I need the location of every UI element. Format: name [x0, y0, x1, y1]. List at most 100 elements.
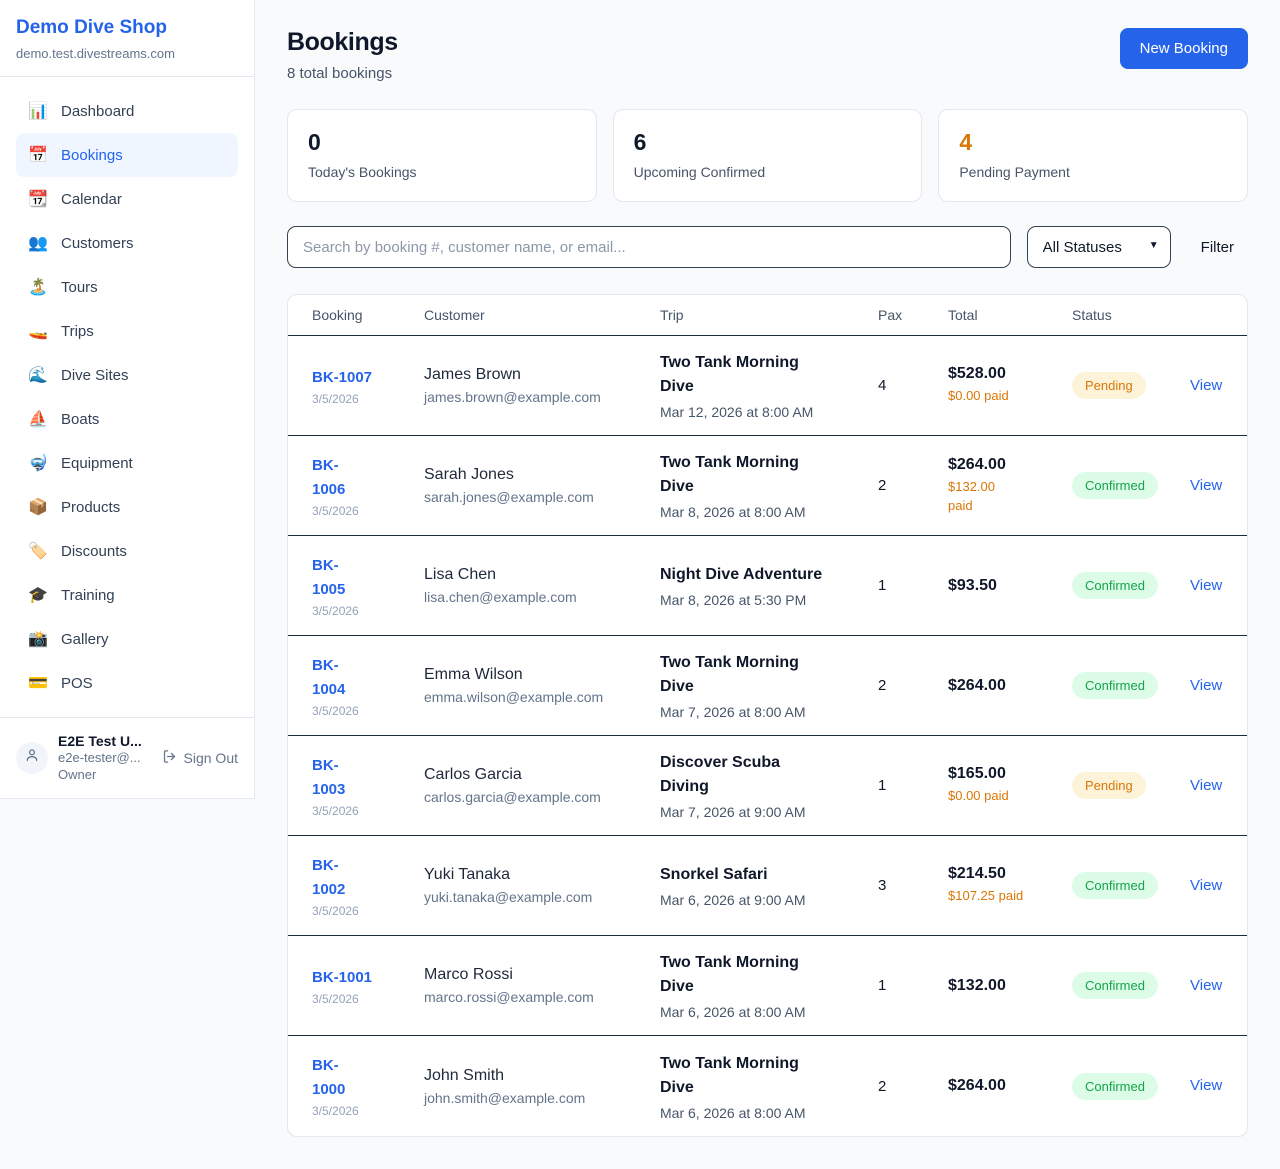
- customer-name: Yuki Tanaka: [424, 866, 510, 883]
- sidebar-item-label: Discounts: [61, 542, 127, 560]
- sidebar-item-products[interactable]: 📦 Products: [16, 485, 238, 529]
- user-email: e2e-tester@...: [58, 750, 141, 766]
- training-icon: 🎓: [28, 587, 48, 604]
- trip-cell: Night Dive Adventure Mar 8, 2026 at 5:30…: [660, 563, 878, 608]
- table-row: BK- 1006 3/5/2026 Sarah Jones sarah.jone…: [288, 436, 1247, 536]
- booking-id-link[interactable]: BK- 1002: [312, 856, 346, 898]
- trip-date: Mar 7, 2026 at 8:00 AM: [660, 704, 806, 720]
- page-header: Bookings 8 total bookings New Booking: [287, 28, 1248, 82]
- sidebar-item-label: Customers: [61, 234, 134, 252]
- status-filter-select[interactable]: All Statuses: [1026, 226, 1171, 268]
- status-badge: Confirmed: [1072, 672, 1158, 699]
- stat-card: 6 Upcoming Confirmed: [612, 109, 923, 202]
- sidebar-item-gallery[interactable]: 📸 Gallery: [16, 617, 238, 661]
- booking-id-link[interactable]: BK- 1003: [312, 756, 346, 798]
- trip-name: Two Tank Morning Dive: [660, 954, 799, 995]
- customer-name: Carlos Garcia: [424, 766, 522, 783]
- paid-amount: $0.00 paid: [948, 388, 1009, 404]
- view-link[interactable]: View: [1190, 376, 1223, 394]
- sidebar-item-pos[interactable]: 💳 POS: [16, 661, 238, 705]
- trip-cell: Two Tank Morning Dive Mar 7, 2026 at 8:0…: [660, 651, 878, 720]
- sidebar-item-dive-sites[interactable]: 🌊 Dive Sites: [16, 353, 238, 397]
- total-cell: $264.00: [948, 1077, 1072, 1095]
- status-cell: Confirmed: [1072, 672, 1190, 699]
- sidebar-item-calendar[interactable]: 📆 Calendar: [16, 177, 238, 221]
- view-link[interactable]: View: [1190, 776, 1223, 794]
- booking-cell: BK- 1006 3/5/2026: [312, 454, 424, 518]
- view-link[interactable]: View: [1190, 476, 1223, 494]
- actions-cell: View: [1190, 477, 1223, 495]
- stat-label: Today's Bookings: [308, 164, 417, 180]
- trip-name: Two Tank Morning Dive: [660, 454, 799, 495]
- sidebar-item-training[interactable]: 🎓 Training: [16, 573, 238, 617]
- sidebar-item-label: Boats: [61, 410, 100, 428]
- booking-id-link[interactable]: BK- 1000: [312, 1057, 346, 1098]
- booking-id-link[interactable]: BK-1007: [312, 368, 373, 386]
- total-amount: $528.00: [948, 365, 1006, 383]
- stat-label: Upcoming Confirmed: [633, 164, 766, 180]
- view-link[interactable]: View: [1190, 576, 1223, 594]
- total-amount: $93.50: [948, 576, 997, 594]
- column-header-customer: Customer: [424, 307, 485, 323]
- search-input[interactable]: [287, 226, 1011, 268]
- view-link[interactable]: View: [1190, 976, 1223, 994]
- sidebar-item-label: Trips: [61, 322, 94, 340]
- discounts-icon: 🏷️: [28, 543, 48, 560]
- sidebar-item-label: Tours: [61, 278, 98, 296]
- total-amount: $214.50: [948, 865, 1006, 883]
- table-row: BK- 1005 3/5/2026 Lisa Chen lisa.chen@ex…: [288, 536, 1247, 636]
- stat-label: Pending Payment: [959, 164, 1070, 180]
- status-badge: Confirmed: [1072, 972, 1158, 999]
- equipment-icon: 🤿: [28, 455, 48, 472]
- status-cell: Pending: [1072, 372, 1190, 399]
- booking-id-link[interactable]: BK- 1005: [312, 556, 346, 598]
- stat-card: 4 Pending Payment: [938, 109, 1248, 202]
- total-cell: $528.00 $0.00 paid: [948, 365, 1072, 406]
- total-amount: $264.00: [948, 455, 1006, 473]
- sidebar-item-label: Training: [61, 586, 115, 604]
- sidebar-item-discounts[interactable]: 🏷️ Discounts: [16, 529, 238, 573]
- filter-controls: All Statuses ▼ Filter: [287, 226, 1248, 268]
- pax-cell: 2: [878, 677, 887, 694]
- booking-id-link[interactable]: BK- 1006: [312, 456, 346, 498]
- filter-button[interactable]: Filter: [1187, 239, 1248, 256]
- booking-date: 3/5/2026: [312, 603, 359, 618]
- trip-date: Mar 8, 2026 at 8:00 AM: [660, 504, 806, 520]
- status-cell: Pending: [1072, 772, 1190, 799]
- pax-cell: 2: [878, 1077, 887, 1095]
- sidebar-item-customers[interactable]: 👥 Customers: [16, 221, 238, 265]
- booking-id-link[interactable]: BK-1001: [312, 968, 373, 986]
- sidebar-item-equipment[interactable]: 🤿 Equipment: [16, 441, 238, 485]
- booking-id-link[interactable]: BK- 1004: [312, 656, 346, 698]
- sign-out-button[interactable]: Sign Out: [162, 749, 238, 767]
- sidebar-item-label: Products: [61, 498, 121, 516]
- new-booking-button[interactable]: New Booking: [1119, 28, 1248, 69]
- paid-amount: $0.00 paid: [948, 788, 1009, 804]
- sidebar-item-trips[interactable]: 🚤 Trips: [16, 309, 238, 353]
- column-header-total: Total: [948, 307, 978, 323]
- total-cell: $214.50 $107.25 paid: [948, 865, 1072, 906]
- column-header-status: Status: [1072, 307, 1112, 323]
- trip-name: Two Tank Morning Dive: [660, 654, 799, 695]
- total-cell: $165.00 $0.00 paid: [948, 765, 1072, 806]
- sidebar-item-tours[interactable]: 🏝️ Tours: [16, 265, 238, 309]
- view-link[interactable]: View: [1190, 876, 1223, 894]
- view-link[interactable]: View: [1190, 676, 1223, 694]
- sidebar-item-bookings[interactable]: 📅 Bookings: [16, 133, 238, 177]
- status-badge: Confirmed: [1072, 572, 1158, 599]
- view-link[interactable]: View: [1190, 1077, 1223, 1094]
- person-icon: [24, 747, 40, 768]
- table-row: BK- 1003 3/5/2026 Carlos Garcia carlos.g…: [288, 736, 1247, 836]
- trip-name: Two Tank Morning Dive: [660, 354, 799, 395]
- customer-email: james.brown@example.com: [424, 389, 601, 405]
- trip-date: Mar 6, 2026 at 8:00 AM: [660, 1104, 806, 1121]
- trip-cell: Two Tank Morning Dive Mar 6, 2026 at 8:0…: [660, 951, 878, 1020]
- actions-cell: View: [1190, 877, 1223, 895]
- column-header-booking: Booking: [312, 307, 363, 323]
- sidebar-item-dashboard[interactable]: 📊 Dashboard: [16, 89, 238, 133]
- total-cell: $264.00: [948, 677, 1072, 695]
- actions-cell: View: [1190, 377, 1223, 395]
- sidebar-item-boats[interactable]: ⛵ Boats: [16, 397, 238, 441]
- sidebar-item-label: Equipment: [61, 454, 133, 472]
